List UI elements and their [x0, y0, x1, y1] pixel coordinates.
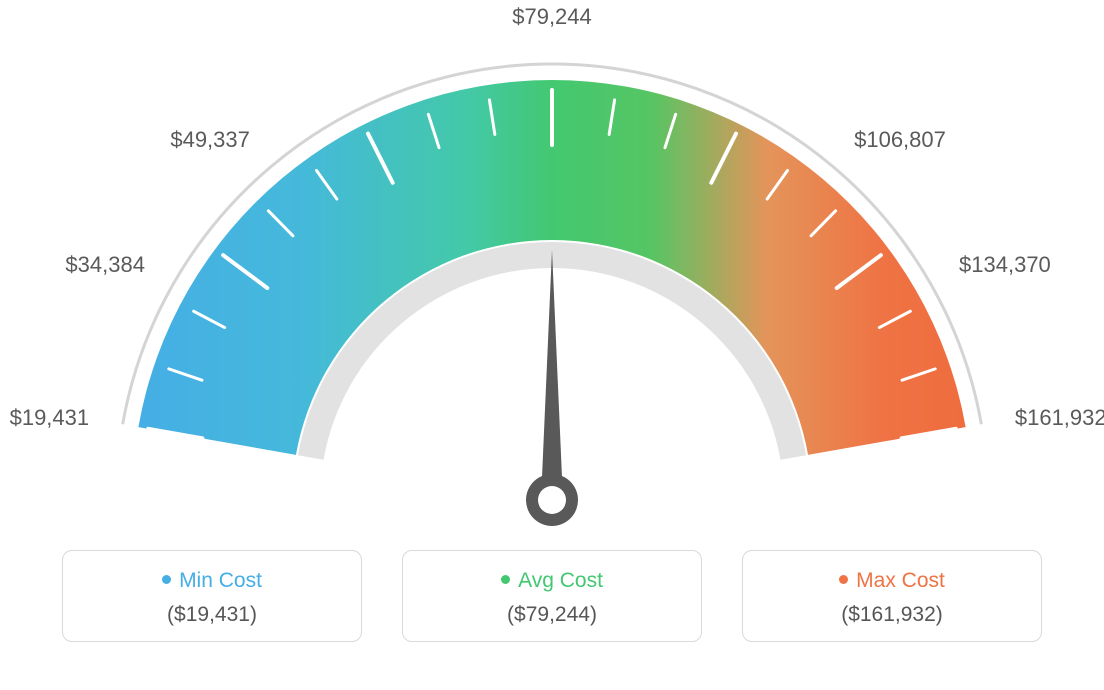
legend-title-label: Avg Cost — [518, 569, 603, 592]
legend-title-min: Min Cost — [73, 569, 351, 593]
gauge-scale-label: $106,807 — [854, 127, 946, 153]
gauge-svg — [20, 20, 1084, 530]
legend-value-min: ($19,431) — [73, 603, 351, 627]
legend-title-avg: Avg Cost — [413, 569, 691, 593]
gauge-scale-label: $161,932 — [1015, 405, 1104, 431]
gauge-scale-label: $19,431 — [10, 405, 90, 431]
legend-value-max: ($161,932) — [753, 603, 1031, 627]
gauge-hub-hole — [538, 486, 566, 514]
legend-title-label: Max Cost — [856, 569, 945, 592]
legend-card-avg: Avg Cost ($79,244) — [402, 550, 702, 642]
legend-title-max: Max Cost — [753, 569, 1031, 593]
legend-value-avg: ($79,244) — [413, 603, 691, 627]
gauge-scale-label: $79,244 — [512, 4, 592, 30]
gauge-scale-label: $49,337 — [170, 127, 250, 153]
legend-title-label: Min Cost — [179, 569, 262, 592]
legend-card-min: Min Cost ($19,431) — [62, 550, 362, 642]
legend-card-max: Max Cost ($161,932) — [742, 550, 1042, 642]
gauge-chart: $19,431$34,384$49,337$79,244$106,807$134… — [20, 20, 1084, 530]
legend-dot-icon — [839, 575, 848, 584]
gauge-scale-label: $134,370 — [959, 252, 1051, 278]
legend-dot-icon — [162, 575, 171, 584]
gauge-needle — [541, 250, 563, 500]
legend-row: Min Cost ($19,431) Avg Cost ($79,244) Max Co… — [20, 550, 1084, 642]
gauge-scale-label: $34,384 — [65, 252, 145, 278]
legend-dot-icon — [501, 575, 510, 584]
